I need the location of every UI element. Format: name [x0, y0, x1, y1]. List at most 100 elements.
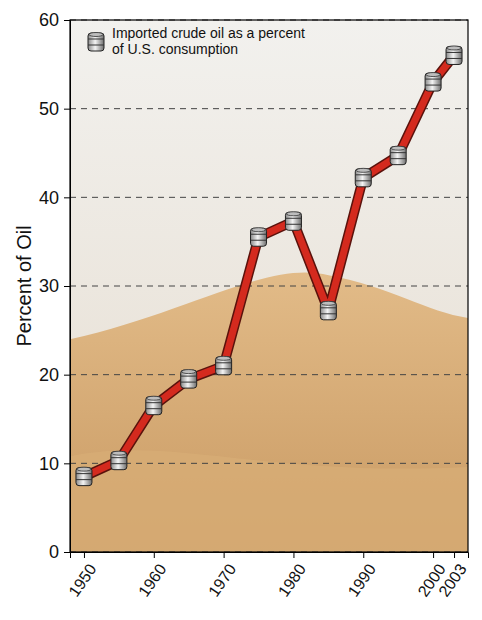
- x-tick: 1980: [275, 552, 309, 600]
- y-tick-mark: [64, 552, 70, 553]
- barrel-hoop: [285, 224, 301, 225]
- barrel-hoop: [88, 45, 104, 46]
- background: [70, 20, 468, 552]
- point: [146, 396, 162, 415]
- x-tick-mark: [454, 552, 455, 558]
- legend-label-line: of U.S. consumption: [112, 41, 238, 57]
- y-tick-label: 10: [39, 454, 59, 474]
- grid-line: [70, 463, 468, 464]
- barrel-top: [217, 356, 231, 360]
- barrel-hoop: [446, 52, 462, 53]
- x-tick: 2003: [435, 552, 469, 600]
- y-tick: 0: [49, 542, 70, 562]
- chart: 0102030405060195019601970198019902000200…: [0, 0, 482, 620]
- y-tick-label: 0: [49, 542, 59, 562]
- y-tick: 50: [39, 99, 70, 119]
- barrel-hoop: [76, 479, 92, 480]
- x-tick-mark: [293, 552, 294, 558]
- barrel-body: [181, 370, 197, 388]
- legend-key: [88, 33, 104, 52]
- point: [425, 73, 441, 92]
- sky: [70, 20, 468, 552]
- barrel-hoop: [320, 307, 336, 308]
- plot: 0102030405060195019601970198019902000200…: [39, 10, 470, 599]
- dune: [70, 272, 468, 552]
- barrel-top: [447, 46, 461, 50]
- x-tick-mark: [154, 552, 155, 558]
- barrel-hoop: [88, 39, 104, 40]
- point: [251, 228, 267, 247]
- barrel-body: [320, 302, 336, 320]
- legend-label-line: Imported crude oil as a percent: [112, 25, 305, 41]
- x-axis-line: [71, 553, 469, 559]
- barrel-hoop: [181, 376, 197, 377]
- x-tick-mark: [363, 552, 364, 558]
- y-tick: 30: [39, 276, 70, 296]
- point: [390, 146, 406, 165]
- y-tick-label: 30: [39, 276, 59, 296]
- marks: [76, 46, 462, 486]
- x-tick-label: 1990: [345, 561, 379, 600]
- y-tick-label: 60: [39, 10, 59, 30]
- grid-line: [70, 108, 468, 109]
- x-tick: 1970: [205, 552, 239, 600]
- barrel-body: [146, 397, 162, 415]
- y-tick: 60: [39, 10, 70, 30]
- barrel-hoop: [146, 408, 162, 409]
- barrel-top: [77, 467, 91, 471]
- barrel-body: [285, 212, 301, 230]
- barrel-body: [88, 33, 104, 51]
- barrel-hoop: [216, 368, 232, 369]
- barrel-hoop: [425, 79, 441, 80]
- grid-line: [70, 286, 468, 287]
- barrel-top: [321, 301, 335, 305]
- barrel-body: [111, 452, 127, 470]
- y-tick-mark: [64, 286, 70, 287]
- barrel-hoop: [355, 174, 371, 175]
- y-axis: 0102030405060: [39, 10, 71, 562]
- barrel-top: [286, 212, 300, 216]
- y-tick-mark: [64, 109, 70, 110]
- x-tick-mark: [224, 552, 225, 558]
- barrel-hoop: [390, 158, 406, 159]
- line: [84, 55, 454, 476]
- x-tick: 1950: [65, 552, 99, 600]
- line-outline: [84, 55, 454, 476]
- x-tick-label: 1970: [205, 561, 239, 600]
- x-tick: 1990: [345, 552, 379, 600]
- barrel-hoop: [216, 362, 232, 363]
- y-tick-mark: [64, 20, 70, 21]
- barrel-top: [89, 33, 103, 37]
- x-tick-label: 2003: [435, 561, 469, 600]
- point: [285, 212, 301, 231]
- barrel-hoop: [181, 382, 197, 383]
- x-tick-mark: [84, 552, 85, 558]
- point: [76, 467, 92, 486]
- point: [446, 46, 462, 65]
- grid-line: [70, 374, 468, 375]
- legend: Imported crude oil as a percentof U.S. c…: [88, 25, 305, 57]
- barrel-body: [390, 147, 406, 165]
- x-tick: 1960: [135, 552, 169, 600]
- dune: [70, 450, 468, 552]
- barrel-hoop: [425, 85, 441, 86]
- barrel-body: [216, 357, 232, 375]
- barrel-hoop: [76, 473, 92, 474]
- point: [355, 168, 371, 187]
- x-tick-label: 1950: [65, 561, 99, 600]
- point: [320, 301, 336, 320]
- barrel-hoop: [446, 58, 462, 59]
- barrel-hoop: [355, 180, 371, 181]
- barrel-hoop: [285, 218, 301, 219]
- y-axis-title: Percent of Oil: [13, 225, 35, 346]
- barrel-body: [251, 228, 267, 246]
- legend-label: Imported crude oil as a percentof U.S. c…: [112, 25, 305, 57]
- barrel-body: [76, 468, 92, 486]
- barrel-hoop: [251, 234, 267, 235]
- barrel-body: [446, 46, 462, 64]
- barrel-hoop: [111, 463, 127, 464]
- barrel-hoop: [111, 457, 127, 458]
- y-tick: 10: [39, 454, 70, 474]
- barrel-top: [356, 168, 370, 172]
- barrel-hoop: [146, 402, 162, 403]
